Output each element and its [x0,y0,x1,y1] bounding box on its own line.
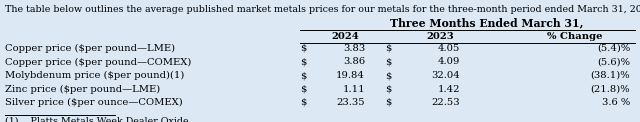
Text: 2023: 2023 [426,32,454,41]
Text: 4.09: 4.09 [438,57,460,66]
Text: 3.83: 3.83 [343,44,365,53]
Text: Copper price ($per pound—LME): Copper price ($per pound—LME) [5,44,175,53]
Text: $: $ [300,44,307,53]
Text: 1.11: 1.11 [342,85,365,93]
Text: (5.4)%: (5.4)% [596,44,630,53]
Text: 1.42: 1.42 [438,85,460,93]
Text: Molybdenum price ($per pound)(1): Molybdenum price ($per pound)(1) [5,71,184,80]
Text: % Change: % Change [547,32,603,41]
Text: 2024: 2024 [331,32,359,41]
Text: 22.53: 22.53 [431,98,460,107]
Text: 23.35: 23.35 [337,98,365,107]
Text: (38.1)%: (38.1)% [590,71,630,80]
Text: $: $ [300,71,307,80]
Text: $: $ [385,57,392,66]
Text: $: $ [300,85,307,93]
Text: $: $ [385,44,392,53]
Text: Zinc price ($per pound—LME): Zinc price ($per pound—LME) [5,85,160,94]
Text: $: $ [385,71,392,80]
Text: 32.04: 32.04 [431,71,460,80]
Text: 4.05: 4.05 [438,44,460,53]
Text: $: $ [300,57,307,66]
Text: (5.6)%: (5.6)% [597,57,630,66]
Text: Copper price ($per pound—COMEX): Copper price ($per pound—COMEX) [5,57,191,67]
Text: $: $ [385,85,392,93]
Text: Three Months Ended March 31,: Three Months Ended March 31, [390,17,584,28]
Text: $: $ [300,98,307,107]
Text: Silver price ($per ounce—COMEX): Silver price ($per ounce—COMEX) [5,98,183,107]
Text: (21.8)%: (21.8)% [590,85,630,93]
Text: 19.84: 19.84 [336,71,365,80]
Text: (1)    Platts Metals Week Dealer Oxide: (1) Platts Metals Week Dealer Oxide [5,117,189,122]
Text: 3.86: 3.86 [343,57,365,66]
Text: The table below outlines the average published market metals prices for our meta: The table below outlines the average pub… [5,5,640,14]
Text: 3.6 %: 3.6 % [602,98,630,107]
Text: $: $ [385,98,392,107]
